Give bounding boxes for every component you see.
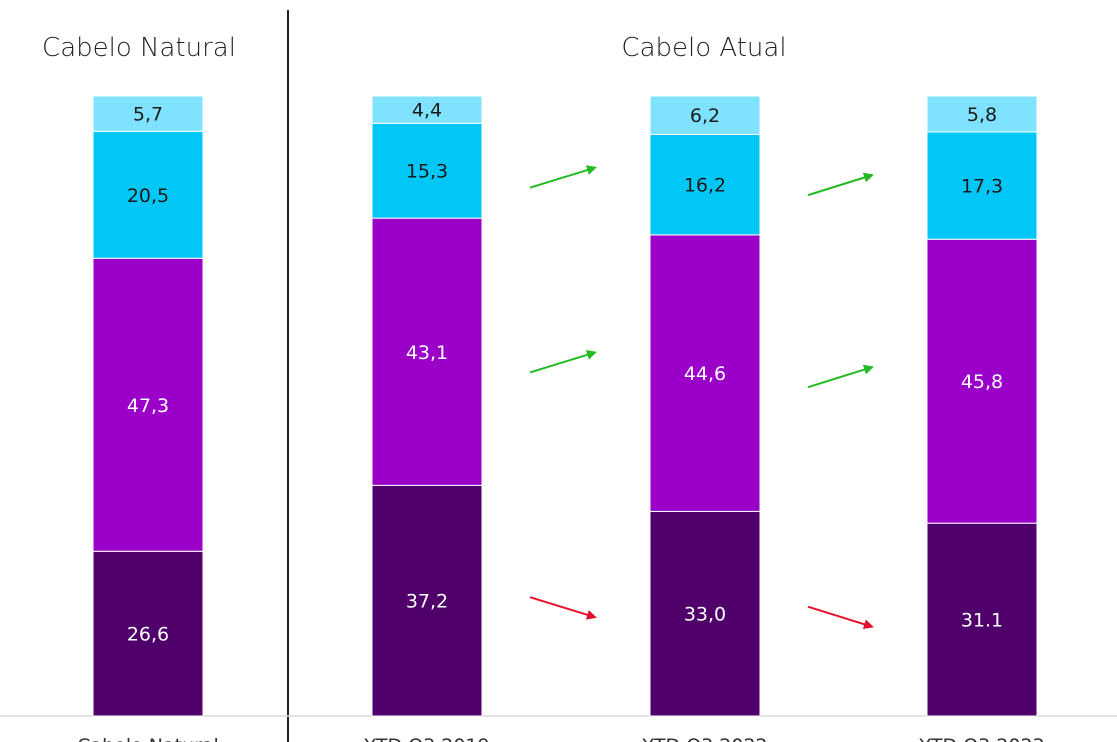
bar-segment <box>649 95 761 135</box>
bar-segment <box>92 95 204 132</box>
trend-up-arrow-icon <box>529 165 597 189</box>
data-label: 43,1 <box>406 342 448 364</box>
data-label: 31.1 <box>961 610 1003 632</box>
category-label: YTD Q3 2019 <box>363 735 489 742</box>
data-label: 5,8 <box>967 104 997 126</box>
bar-segment <box>371 95 483 124</box>
category-label: Cabelo Natural <box>77 735 219 742</box>
bar-segment <box>649 133 761 236</box>
trend-up-arrow-icon <box>529 350 597 374</box>
category-label: YTD Q3 2023 <box>918 735 1044 742</box>
category-labels-group: Cabelo Natural YTD Q3 2019 YTD Q3 2022 YTD … <box>77 735 1045 742</box>
trend-down-arrow-icon <box>529 596 597 620</box>
bar-segment <box>371 217 483 486</box>
bar-segment <box>926 522 1038 717</box>
bar-segment <box>371 484 483 717</box>
data-label: 16,2 <box>684 175 726 197</box>
data-label: 4,4 <box>412 100 442 122</box>
bar-segment <box>926 131 1038 240</box>
data-label: 45,8 <box>961 371 1003 393</box>
trend-up-arrow-icon <box>807 172 874 197</box>
trend-arrows-group <box>529 165 874 630</box>
category-label: YTD Q3 2022 <box>641 735 767 742</box>
data-label: 33,0 <box>684 604 726 626</box>
data-label: 6,2 <box>690 105 720 127</box>
data-label: 47,3 <box>127 395 169 417</box>
data-label: 37,2 <box>406 591 448 613</box>
bars-group: 26,6 47,3 20,5 5,7 37,2 43,1 15,3 4,4 33,0 44,6 16… <box>92 95 1038 717</box>
bar-segment <box>926 238 1038 524</box>
data-label: 15,3 <box>406 161 448 183</box>
data-label: 5,7 <box>133 104 163 126</box>
trend-up-arrow-icon <box>807 364 874 389</box>
data-label: 26,6 <box>127 624 169 646</box>
bar-segment <box>371 122 483 219</box>
data-label: 17,3 <box>961 176 1003 198</box>
section-title-atual: Cabelo Atual <box>621 33 786 63</box>
trend-down-arrow-icon <box>807 605 874 630</box>
section-title-natural: Cabelo Natural <box>42 33 236 63</box>
bar-segment <box>926 95 1038 133</box>
bar-segment <box>92 550 204 717</box>
data-label: 20,5 <box>127 185 169 207</box>
bar-segment <box>92 130 204 259</box>
bar-segment <box>649 510 761 717</box>
data-label: 44,6 <box>684 363 726 385</box>
